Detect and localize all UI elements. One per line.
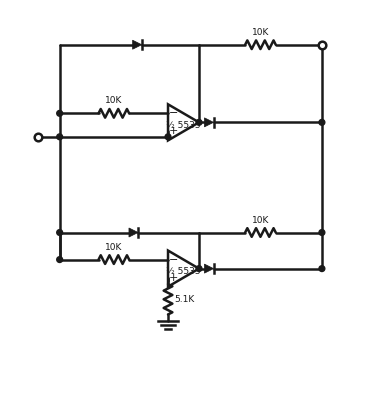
Circle shape xyxy=(319,266,325,272)
Circle shape xyxy=(57,134,63,140)
Text: ½ 5535: ½ 5535 xyxy=(166,267,201,276)
Circle shape xyxy=(196,120,202,125)
Polygon shape xyxy=(132,40,142,49)
Text: 10K: 10K xyxy=(252,216,269,224)
Text: +: + xyxy=(168,273,178,283)
Polygon shape xyxy=(129,228,138,237)
Circle shape xyxy=(319,230,325,235)
Circle shape xyxy=(57,230,63,235)
Text: +: + xyxy=(168,126,178,136)
Text: 10K: 10K xyxy=(105,243,123,252)
Circle shape xyxy=(319,42,325,48)
Circle shape xyxy=(196,266,202,272)
Text: 10K: 10K xyxy=(252,28,269,37)
Circle shape xyxy=(319,120,325,125)
Polygon shape xyxy=(204,264,214,273)
Text: −: − xyxy=(168,254,178,264)
Text: 5.1K: 5.1K xyxy=(175,295,195,304)
Text: 10K: 10K xyxy=(105,96,123,105)
Text: −: − xyxy=(168,108,178,118)
Polygon shape xyxy=(204,118,214,127)
Text: ½ 5535: ½ 5535 xyxy=(166,121,201,130)
Circle shape xyxy=(165,134,171,140)
Circle shape xyxy=(57,257,63,262)
Circle shape xyxy=(57,110,63,116)
